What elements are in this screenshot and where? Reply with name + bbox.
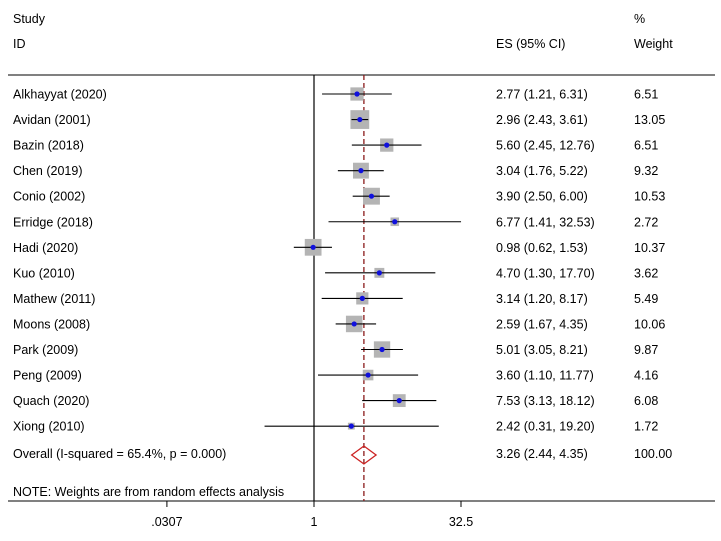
point-estimate (384, 142, 390, 148)
study-weight: 9.87 (634, 343, 658, 357)
study-weight: 6.51 (634, 88, 658, 102)
study-ci: 3.60 (1.10, 11.77) (496, 369, 594, 383)
header-id: ID (13, 37, 26, 51)
header-es-ci: ES (95% CI) (496, 37, 565, 51)
study-ci: 3.14 (1.20, 8.17) (496, 292, 588, 306)
study-label: Quach (2020) (13, 394, 89, 408)
x-tick-label: 1 (311, 515, 318, 529)
study-ci: 0.98 (0.62, 1.53) (496, 241, 588, 255)
study-label: Avidan (2001) (13, 113, 91, 127)
x-tick-label: 32.5 (449, 515, 473, 529)
study-rows: Alkhayyat (2020) 2.77 (1.21, 6.31) 6.51 Avi… (13, 87, 665, 434)
note-text: NOTE: Weights are from random effects an… (13, 485, 284, 499)
study-ci: 5.01 (3.05, 8.21) (496, 343, 588, 357)
study-ci: 3.90 (2.50, 6.00) (496, 190, 588, 204)
study-label: Hadi (2020) (13, 241, 78, 255)
point-estimate (376, 270, 382, 276)
study-weight: 3.62 (634, 266, 658, 280)
study-label: Park (2009) (13, 343, 78, 357)
study-weight: 13.05 (634, 113, 665, 127)
study-ci: 7.53 (3.13, 18.12) (496, 394, 595, 408)
study-weight: 6.08 (634, 394, 658, 408)
x-axis-ticks: .0307 1 32.5 (151, 501, 473, 529)
point-estimate (368, 193, 375, 199)
point-estimate (357, 116, 363, 123)
point-estimate (359, 295, 365, 301)
point-estimate (351, 321, 357, 327)
point-estimate (379, 346, 385, 353)
study-label: Peng (2009) (13, 369, 82, 383)
point-estimate (310, 244, 316, 250)
study-weight: 9.32 (634, 164, 658, 178)
study-label: Conio (2002) (13, 190, 85, 204)
study-label: Kuo (2010) (13, 266, 75, 280)
header-weight: Weight (634, 37, 673, 51)
overall-weight: 100.00 (634, 447, 672, 461)
study-ci: 4.70 (1.30, 17.70) (496, 266, 595, 280)
overall-ci: 3.26 (2.44, 4.35) (496, 447, 588, 461)
study-weight: 10.53 (634, 190, 665, 204)
point-estimate (348, 423, 354, 429)
study-ci: 2.96 (2.43, 3.61) (496, 113, 588, 127)
study-label: Bazin (2018) (13, 139, 84, 153)
study-weight: 2.72 (634, 215, 658, 229)
study-weight: 10.06 (634, 317, 665, 331)
overall-label: Overall (I-squared = 65.4%, p = 0.000) (13, 447, 226, 461)
study-weight: 1.72 (634, 420, 658, 434)
point-estimate (392, 219, 398, 225)
study-weight: 10.37 (634, 241, 665, 255)
study-ci: 2.42 (0.31, 19.20) (496, 420, 595, 434)
study-ci: 5.60 (2.45, 12.76) (496, 139, 595, 153)
study-label: Alkhayyat (2020) (13, 88, 107, 102)
study-label: Chen (2019) (13, 164, 83, 178)
study-ci: 2.59 (1.67, 4.35) (496, 317, 588, 331)
header-percent: % (634, 12, 645, 26)
x-tick-label: .0307 (151, 515, 182, 529)
point-estimate (358, 168, 364, 174)
study-label: Xiong (2010) (13, 420, 85, 434)
study-ci: 2.77 (1.21, 6.31) (496, 88, 588, 102)
study-weight: 6.51 (634, 139, 658, 153)
study-label: Erridge (2018) (13, 215, 93, 229)
point-estimate (354, 91, 360, 97)
point-estimate (396, 398, 402, 404)
study-label: Moons (2008) (13, 317, 90, 331)
study-weight: 4.16 (634, 369, 658, 383)
study-ci: 3.04 (1.76, 5.22) (496, 164, 588, 178)
point-estimate (365, 372, 371, 378)
study-weight: 5.49 (634, 292, 658, 306)
study-label: Mathew (2011) (13, 292, 95, 306)
study-ci: 6.77 (1.41, 32.53) (496, 215, 595, 229)
header-study: Study (13, 12, 46, 26)
overall-diamond (350, 445, 378, 465)
